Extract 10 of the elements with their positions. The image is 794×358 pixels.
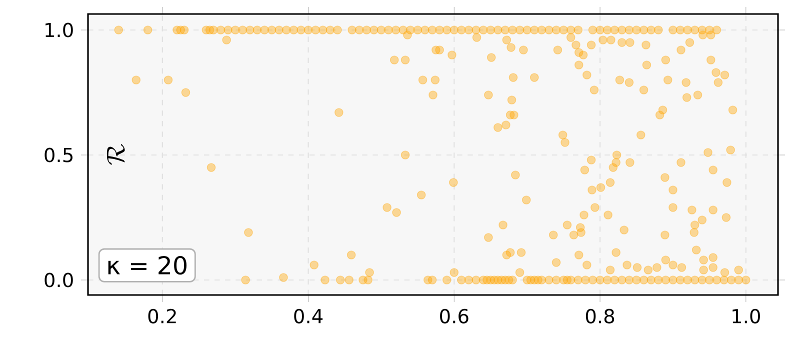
x-tick-label: 0.8 [586, 308, 614, 324]
y-tick-label: 0.0 [44, 272, 73, 288]
x-tick-label: 0.2 [148, 308, 176, 324]
y-tick-label: 1.0 [46, 22, 73, 38]
y-axis-title: $\mathcal{R}$ [106, 144, 125, 165]
x-tick-label: 0.4 [294, 308, 323, 324]
y-tick-label: 0.5 [44, 148, 72, 162]
x-tick-label: 1.0 [732, 308, 760, 324]
x-tick-label: 0.6 [440, 308, 468, 324]
annotation: κ = 20 [108, 256, 186, 275]
